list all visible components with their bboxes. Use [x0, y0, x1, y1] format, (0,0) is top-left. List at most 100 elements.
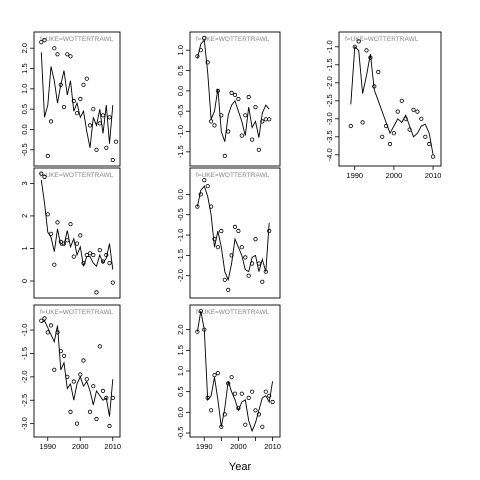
observation-point [256, 147, 261, 152]
observation-point [71, 379, 76, 384]
observation-point [270, 399, 275, 405]
observation-point [209, 204, 214, 209]
observation-point [246, 94, 251, 100]
x-tick-label: 1990 [39, 442, 56, 451]
panel-5: f=UKE=WOTTERTRAWL -2.0 -1.5 -1.0 -0.5 0.0 [176, 167, 281, 299]
observation-point [84, 76, 89, 81]
observation-point [68, 54, 73, 59]
observation-point [250, 137, 255, 142]
y-tick-label: -3.0 [325, 112, 334, 125]
observation-point [48, 119, 54, 124]
panel-title: f=UKE=WOTTERTRAWL [40, 172, 114, 179]
panel-4: f=UKE=WOTTERTRAWL 0 1 2 3 [20, 167, 121, 299]
observation-point [55, 52, 60, 57]
observation-point [58, 82, 63, 87]
observation-point [263, 117, 268, 122]
observation-point [104, 395, 109, 400]
observation-point [263, 389, 268, 394]
observation-point [94, 147, 99, 152]
observation-point [215, 245, 220, 250]
observation-point [387, 141, 393, 147]
observation-point [45, 153, 50, 158]
y-tick-label: 3 [20, 181, 29, 185]
x-tick-label: 2010 [104, 442, 121, 451]
observation-point [78, 372, 83, 377]
observation-point [48, 231, 54, 236]
observation-point [97, 248, 102, 253]
y-tick-label: 0.5 [20, 104, 29, 114]
observation-point [107, 423, 112, 429]
observation-point [232, 391, 238, 396]
observation-point [81, 82, 86, 87]
observation-point [267, 393, 272, 398]
observation-point [391, 131, 396, 136]
observation-point [376, 69, 381, 75]
observation-point [195, 54, 200, 59]
panel-frame [189, 31, 281, 167]
observation-point [45, 330, 50, 335]
observation-point [78, 96, 83, 102]
observation-point [260, 119, 265, 124]
observation-point [65, 52, 70, 57]
y-tick-label: 0 [20, 279, 29, 283]
observation-point [209, 408, 214, 413]
y-tick-label: -2.5 [325, 94, 334, 107]
y-tick-label: -1.5 [176, 145, 185, 158]
observation-point [360, 120, 365, 125]
observation-point [395, 109, 400, 114]
observation-point [48, 323, 54, 328]
observation-point [229, 90, 234, 96]
observation-point [427, 141, 432, 147]
observation-point [110, 395, 115, 400]
x-tick-label: 1990 [196, 442, 213, 451]
y-tick-label: 1.0 [20, 84, 29, 94]
panel-frame [33, 167, 121, 299]
x-axis-label: Year [229, 461, 252, 473]
observation-point [61, 353, 67, 358]
observation-point [84, 377, 89, 382]
observation-point [94, 416, 99, 422]
observation-point [74, 111, 80, 116]
observation-point [253, 237, 258, 242]
observation-point [229, 375, 234, 380]
observation-point [430, 154, 436, 159]
panel-6: f=UKE=WOTTERTRAWL -3.0 -2.5 -2.0 -1.5 -1.0 199… [20, 304, 121, 451]
observation-point [205, 184, 210, 189]
observation-point [263, 269, 268, 274]
y-tick-label: -2.0 [20, 370, 29, 383]
observation-point [55, 330, 60, 335]
observation-point [61, 105, 67, 110]
y-tick-label: 1.5 [176, 345, 185, 355]
y-tick-label: -0.5 [176, 105, 185, 118]
observation-point [232, 224, 238, 229]
observation-point [415, 109, 420, 114]
observation-point [87, 251, 93, 256]
y-tick-label: -2.0 [325, 76, 334, 89]
y-tick-label: 0.0 [176, 189, 185, 199]
observation-point [229, 253, 234, 258]
y-tick-label: 0.0 [176, 407, 185, 417]
observation-point [107, 260, 112, 266]
observation-point [110, 157, 115, 163]
panel-frame [33, 31, 121, 167]
observation-point [236, 96, 241, 102]
observation-point [205, 60, 210, 65]
observation-point [239, 245, 244, 250]
fit-line [196, 311, 274, 433]
y-tick-label: -1.5 [176, 249, 185, 262]
x-tick-label: 2010 [425, 171, 442, 180]
observation-point [202, 327, 207, 332]
observation-point [212, 372, 217, 378]
observation-point [87, 409, 93, 414]
observation-point [253, 408, 258, 413]
observation-point [91, 252, 96, 258]
observation-point [372, 84, 377, 89]
observation-point [71, 98, 76, 104]
observation-point [100, 113, 106, 118]
observation-point [212, 123, 217, 128]
observation-point [198, 48, 203, 53]
observation-point [236, 228, 241, 234]
x-tick-label: 2000 [230, 442, 247, 451]
y-tick-label: 2.0 [176, 324, 185, 334]
